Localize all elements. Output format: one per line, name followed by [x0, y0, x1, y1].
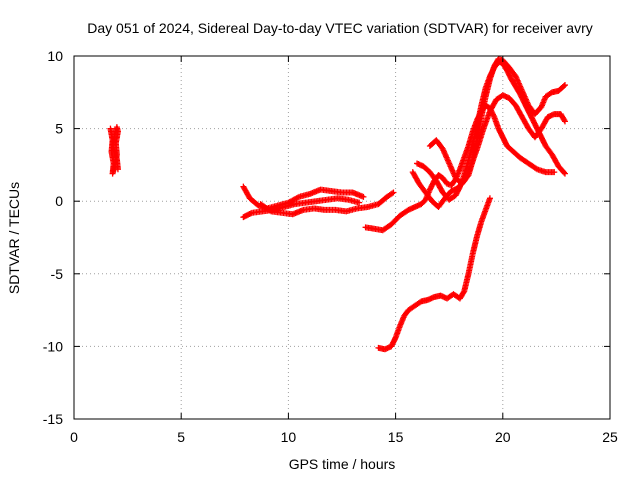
data-point-marker	[460, 289, 467, 296]
data-point-marker	[561, 170, 568, 177]
data-point-marker	[267, 207, 274, 214]
series-track-b	[240, 195, 363, 221]
plot-frame	[73, 55, 611, 420]
data-point-marker	[360, 193, 367, 200]
series-track-a	[240, 183, 367, 212]
x-tick-label: 15	[388, 429, 404, 445]
data-point-marker	[561, 117, 568, 124]
data-point-marker	[560, 83, 567, 90]
y-tick-label: -10	[43, 338, 63, 354]
series-track-g	[409, 92, 568, 211]
y-tick-label: -5	[51, 266, 64, 282]
x-tick-label: 0	[70, 429, 78, 445]
data-point-marker	[389, 190, 396, 197]
axis-ticks: 0 5 10 15 20 25 -15 -10 -5 0 5 10	[43, 48, 618, 445]
y-axis-label: SDTVAR / TECUs	[6, 182, 22, 294]
data-points	[107, 55, 568, 353]
data-point-marker	[486, 195, 493, 202]
x-tick-label: 20	[495, 429, 511, 445]
data-point-marker	[561, 82, 568, 89]
series-track-early	[107, 124, 121, 177]
x-axis-label: GPS time / hours	[289, 456, 396, 472]
data-point-marker	[532, 165, 539, 172]
series-track-c	[257, 189, 397, 218]
y-tick-label: 10	[47, 48, 63, 64]
series-track-h	[375, 195, 493, 353]
x-tick-label: 25	[602, 429, 618, 445]
chart-title: Day 051 of 2024, Sidereal Day-to-day VTE…	[87, 20, 593, 36]
data-point-marker	[294, 194, 301, 201]
data-point-marker	[561, 118, 568, 125]
data-point-marker	[551, 169, 558, 176]
y-tick-label: 5	[55, 121, 63, 137]
data-point-marker	[390, 189, 397, 196]
y-tick-label: -15	[43, 411, 63, 427]
data-point-marker	[114, 166, 121, 173]
data-point-marker	[561, 169, 568, 176]
data-point-marker	[356, 199, 363, 206]
x-tick-label: 5	[177, 429, 185, 445]
x-tick-label: 10	[281, 429, 297, 445]
y-tick-label: 0	[55, 193, 63, 209]
